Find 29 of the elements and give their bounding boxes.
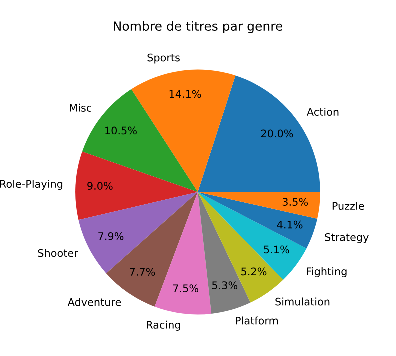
- slice-label: Puzzle: [332, 202, 364, 210]
- data-label: 5.2%: [242, 268, 267, 276]
- data-label: 20.0%: [261, 130, 294, 138]
- slice-label: Strategy: [325, 233, 369, 244]
- slice-label: Racing: [147, 320, 180, 331]
- chart-title: Nombre de titres par genre: [114, 21, 283, 34]
- slice-label: Simulation: [276, 298, 330, 306]
- data-label: 3.5%: [282, 198, 308, 206]
- data-label: 10.5%: [106, 126, 137, 135]
- slice-label: Adventure: [68, 298, 122, 306]
- slice-label: Shooter: [38, 249, 78, 258]
- slice-label: Fighting: [307, 267, 347, 278]
- data-label: 14.1%: [170, 90, 202, 98]
- data-label: 7.7%: [130, 268, 156, 276]
- slice-label: Action: [307, 108, 339, 116]
- slice-label: Sports: [148, 54, 180, 64]
- data-label: 9.0%: [88, 182, 113, 190]
- slice-label: Platform: [236, 316, 278, 325]
- pie-slice: [78, 192, 198, 274]
- data-label: 7.5%: [173, 284, 199, 292]
- slice-label: Misc: [70, 104, 92, 112]
- pie-slice: [198, 192, 307, 280]
- pie-slice: [154, 192, 212, 315]
- data-label: 7.9%: [98, 232, 124, 240]
- slice-label: Role-Playing: [0, 180, 63, 190]
- data-label: 4.1%: [277, 220, 303, 229]
- pie-slice: [76, 152, 198, 220]
- data-label: 5.3%: [212, 282, 238, 290]
- data-label: 5.1%: [264, 246, 290, 254]
